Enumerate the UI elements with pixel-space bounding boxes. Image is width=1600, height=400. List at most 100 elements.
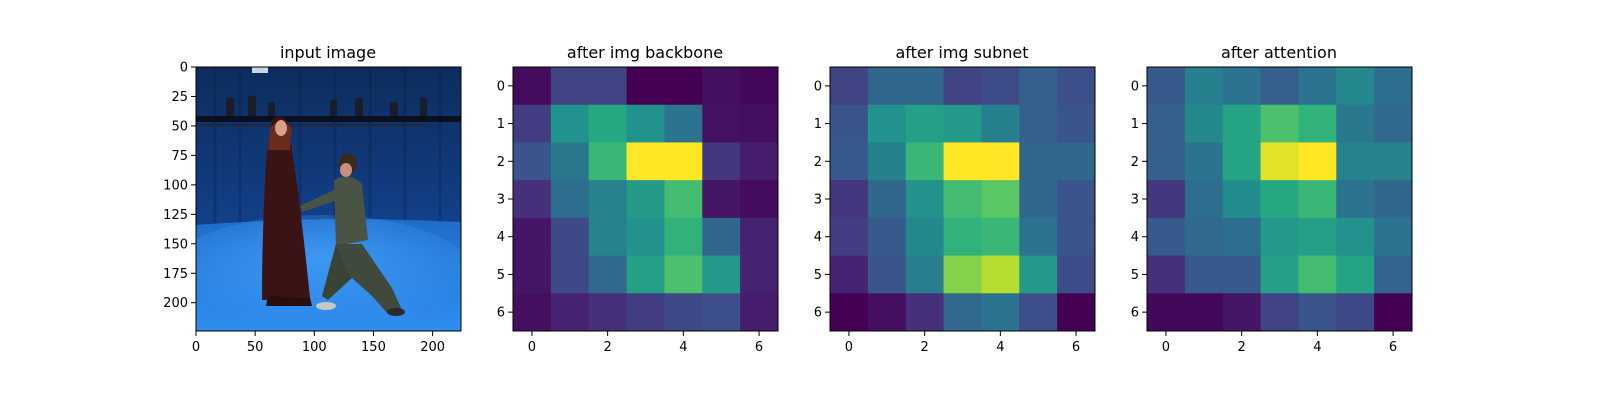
y-tick-label: 25 [171,90,188,105]
heatmap-cell [1019,67,1058,106]
x-tick-label: 0 [528,340,536,355]
heatmap-cell [1374,67,1413,106]
y-tick-label: 5 [814,268,822,283]
heatmap-cell [981,104,1020,143]
heatmap-cell [550,217,590,257]
heatmap-cell [740,67,779,106]
heatmap-cell [664,180,703,219]
heatmap-cell [981,180,1020,219]
heatmap-cell [1260,67,1299,106]
heatmap-cell [1184,293,1224,332]
chart-title-after-img-subnet: after img subnet [895,43,1028,62]
heatmap-cell [513,67,552,106]
heatmap-cell [1298,293,1337,332]
heatmap-cell [1374,255,1413,294]
heatmap-cell [867,255,907,294]
heatmap-cell [513,104,552,143]
y-tick-label: 150 [163,237,188,252]
y-tick-label: 125 [163,208,188,223]
heatmap-cell [1374,293,1413,332]
heatmap-cell [1184,142,1224,181]
y-tick-label: 6 [1131,306,1139,321]
x-tick-label: 6 [755,340,763,355]
heatmap-cell [1260,142,1299,181]
heatmap-cell [740,180,779,219]
heatmap-cell [664,293,703,332]
heatmap-cell [1019,217,1058,257]
y-tick-label: 4 [497,230,505,245]
heatmap-cell [905,180,945,219]
heatmap-cell [588,142,628,181]
heatmap-cell [702,142,741,181]
heatmap-cell [702,255,741,294]
heatmap-cell [830,255,869,294]
panel-input-image: input image [163,43,462,355]
heatmap-cell [905,217,945,257]
heatmap-cell [981,67,1020,106]
heatmap-cell [550,142,590,181]
heatmap-cell [1298,255,1337,294]
heatmap-cell [1057,67,1096,106]
panel-after-img-backbone: after img backbone 0 2 4 6 0 1 2 3 4 5 6 [497,43,779,355]
x-tick-label: 4 [1313,340,1321,355]
heatmap-cell [1336,142,1375,181]
heatmap-cell [1374,142,1413,181]
y-tick-label: 1 [1131,117,1139,132]
heatmap-cell [867,293,907,332]
heatmap-cell [905,104,945,143]
y-tick-label: 2 [1131,155,1139,170]
panel-after-attention: after attention 0 2 4 6 0 1 2 3 4 5 6 [1131,43,1413,355]
heatmap-cell [702,293,741,332]
heatmap-cell [1298,142,1337,181]
x-tick-label: 6 [1072,340,1080,355]
y-tick-label: 2 [814,155,822,170]
heatmap-cell [830,142,869,181]
chart-title-after-img-backbone: after img backbone [567,43,723,62]
x-tick-label: 200 [420,340,445,355]
heatmap-cell [1222,180,1262,219]
heatmap-cell [1222,104,1262,143]
heatmap-cell [1298,104,1337,143]
y-tick-label: 0 [180,61,188,76]
y-tick-label: 6 [497,306,505,321]
heatmap-cell [588,293,628,332]
heatmap-cell [740,217,779,257]
heatmap-cell [1336,217,1375,257]
x-tick-label: 100 [302,340,327,355]
panel-after-img-subnet: after img subnet 0 2 4 6 0 1 2 3 4 5 6 [814,43,1096,355]
y-tick-label: 0 [814,79,822,94]
heatmap-cell [588,104,628,143]
y-tick-label: 100 [163,178,188,193]
heatmap-cell [513,255,552,294]
heatmap-cell [702,104,741,143]
heatmap-cell [943,142,982,181]
y-tick-label: 3 [1131,193,1139,208]
heatmap-cell [1184,104,1224,143]
heatmap-cell [550,255,590,294]
y-tick-label: 4 [1131,230,1139,245]
heatmap-cell [664,255,703,294]
heatmap-cell [867,180,907,219]
y-tick-label: 1 [497,117,505,132]
x-tick-label: 0 [1162,340,1170,355]
heatmap-cell [740,142,779,181]
heatmap-cell [1147,180,1186,219]
heatmap-cell [702,67,741,106]
heatmap-cell [943,255,982,294]
heatmap-cell [905,67,945,106]
x-tick-label: 4 [679,340,687,355]
heatmap-cell [1374,104,1413,143]
heatmap-cell [1222,67,1262,106]
heatmap-cell [905,293,945,332]
heatmap-cell [1184,217,1224,257]
heatmap-cell [1019,293,1058,332]
heatmap-cell [1147,293,1186,332]
y-tick-label: 75 [171,149,188,164]
heatmap-cell [1147,142,1186,181]
heatmap-cells [830,67,1096,332]
heatmap-cell [740,293,779,332]
heatmap-cell [1057,180,1096,219]
heatmap-cells [513,67,779,332]
heatmap-cell [830,104,869,143]
heatmap-cell [943,67,982,106]
